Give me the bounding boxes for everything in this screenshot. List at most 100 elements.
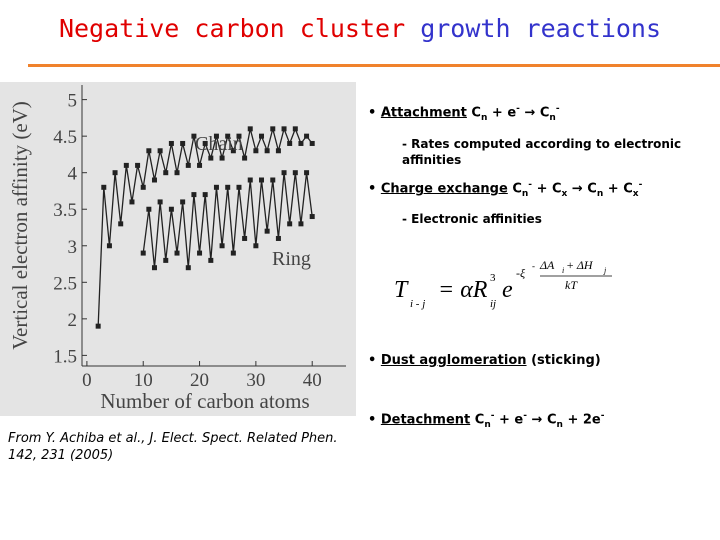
eq-text: kT [565, 278, 578, 292]
citation: From Y. Achiba et al., J. Elect. Spect. … [8, 431, 338, 463]
formula-piece: x [561, 188, 568, 199]
data-point [275, 148, 281, 154]
data-point [259, 177, 265, 183]
data-point [253, 243, 259, 249]
y-tick-label: 2 [68, 310, 78, 331]
eq-text: + ΔH [566, 258, 594, 272]
formula-piece: n [596, 188, 604, 199]
formula-piece: - [555, 104, 560, 114]
formula-piece: C [470, 412, 485, 428]
bullet-term: Dust agglomeration [380, 353, 527, 368]
data-point [309, 140, 315, 146]
data-point [140, 250, 146, 256]
data-point [197, 250, 203, 256]
bullet-term: Charge exchange [380, 181, 508, 197]
data-point [185, 162, 191, 168]
formula-piece: C [507, 181, 522, 197]
data-point [309, 214, 315, 220]
data-point [151, 177, 157, 183]
x-tick-label: 30 [246, 370, 265, 391]
x-tick-label: 20 [190, 370, 209, 391]
formula-piece: + e [487, 105, 517, 121]
data-point [135, 162, 141, 168]
bullet-term: Detachment [380, 412, 471, 428]
data-point [304, 170, 310, 176]
y-tick-label: 3.5 [53, 200, 77, 221]
data-point [168, 206, 174, 212]
formula-piece: n [484, 419, 491, 430]
data-point [202, 192, 208, 198]
data-point [298, 140, 304, 146]
data-point [95, 323, 101, 329]
title-part: growth reactions [420, 14, 662, 43]
data-point [185, 265, 191, 271]
data-point [253, 148, 259, 154]
data-point [287, 221, 293, 227]
eq-text: = αR [438, 277, 488, 303]
formula-piece: - [600, 411, 605, 421]
data-point [180, 140, 186, 146]
data-point [264, 148, 270, 154]
data-point [236, 133, 242, 139]
title-part: Negative carbon cluster [58, 14, 406, 43]
y-tick-label: 5 [68, 91, 78, 112]
eq-text: -ξ [516, 266, 526, 280]
data-point [304, 133, 310, 139]
data-point [157, 148, 163, 154]
sub-bullet: - Electronic affinities [402, 212, 542, 226]
data-point [146, 148, 152, 154]
data-point [242, 155, 248, 161]
data-point [213, 133, 219, 139]
data-point [118, 221, 124, 227]
data-point [157, 199, 163, 205]
data-point [287, 140, 293, 146]
bullet: • Charge exchange Cn- + Cx → Cn + Cx- [368, 180, 643, 199]
formula-piece: → C [527, 412, 557, 428]
eq-text: ΔA [539, 258, 555, 272]
data-point [180, 199, 186, 205]
formula-piece: - [516, 104, 520, 114]
data-point [208, 155, 214, 161]
formula-piece: - [638, 180, 643, 190]
data-point [163, 257, 169, 263]
data-point [146, 206, 152, 212]
x-tick-label: 40 [303, 370, 322, 391]
data-point [247, 126, 253, 132]
x-tick-label: 0 [82, 370, 92, 391]
eq-text: - [532, 261, 535, 271]
formula-piece: → C [519, 105, 550, 121]
bullet: • Attachment Cn + e- → Cn- [368, 104, 560, 123]
data-point [292, 126, 298, 132]
y-axis-label: Vertical electron affinity (eV) [8, 101, 32, 350]
data-point [247, 177, 253, 183]
eq-text: j [603, 266, 607, 275]
data-point [174, 250, 180, 256]
bullet: • Detachment Cn- + e- → Cn + 2e- [368, 411, 605, 430]
y-tick-label: 1.5 [53, 346, 77, 367]
data-point [298, 221, 304, 227]
formula-piece: C [466, 105, 481, 121]
series-label: Ring [272, 248, 311, 270]
data-point [140, 184, 146, 190]
data-point [242, 235, 248, 241]
data-point [213, 184, 219, 190]
data-point [225, 184, 231, 190]
data-point [163, 170, 169, 176]
data-point [101, 184, 107, 190]
formula-piece: + 2e [562, 412, 601, 428]
formula-piece: - [523, 411, 527, 421]
formula-piece: + C [532, 181, 562, 197]
y-tick-label: 2.5 [53, 273, 77, 294]
y-tick-label: 4 [68, 164, 78, 185]
eq-text: T [394, 277, 409, 303]
data-point [230, 250, 236, 256]
eq-text: i - j [410, 298, 425, 310]
formula-piece: n [521, 188, 529, 199]
y-tick-label: 3 [68, 237, 78, 258]
data-point [208, 257, 214, 263]
data-point [202, 140, 208, 146]
title-rule [28, 64, 720, 67]
eq-text: i [562, 266, 564, 275]
